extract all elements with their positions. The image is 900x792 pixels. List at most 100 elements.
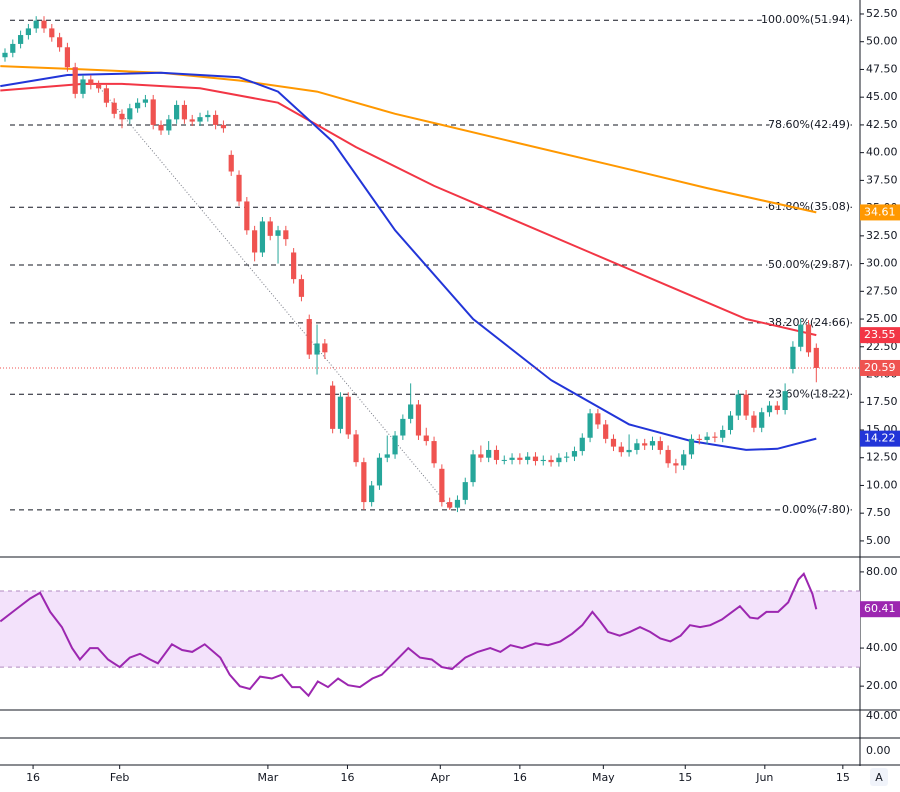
y-tick-label: 47.50 <box>866 62 898 75</box>
candle-body <box>119 113 125 120</box>
candle-body <box>634 443 640 450</box>
candle-body <box>782 391 788 411</box>
candle-body <box>392 435 398 455</box>
x-tick-label: Feb <box>110 771 129 784</box>
price-tag-label: 20.59 <box>864 361 896 374</box>
fib-label: 100.00%(51.94) <box>761 13 850 26</box>
x-tick-label: Mar <box>258 771 279 784</box>
candle-body <box>564 456 570 458</box>
candle-body <box>345 396 351 435</box>
candle-body <box>252 230 258 253</box>
price-tag <box>860 204 900 221</box>
rsi-band <box>0 590 860 668</box>
auto-scale-button[interactable] <box>870 768 888 786</box>
candle-body <box>798 324 804 347</box>
candle-body <box>532 456 539 462</box>
candle-body <box>150 99 156 125</box>
candle-body <box>322 343 328 353</box>
fib-label: 0.00%(7.80) <box>782 503 850 516</box>
candle-body <box>330 385 336 429</box>
price-tag-label: 23.55 <box>864 328 896 341</box>
price-tag-label: 34.61 <box>864 205 896 218</box>
price-tag <box>860 327 900 344</box>
candle-body <box>64 47 71 68</box>
candle-body <box>751 415 757 428</box>
candle-body <box>189 119 195 122</box>
moving-average <box>0 71 817 451</box>
price-tag <box>860 359 900 376</box>
candle-body <box>376 457 383 486</box>
candle-body <box>415 404 422 436</box>
candle-body <box>431 441 437 464</box>
candle-body <box>478 454 484 458</box>
candle-body <box>712 436 718 438</box>
candle-body <box>142 99 149 103</box>
candle-body <box>111 102 117 114</box>
candle-body <box>57 37 63 48</box>
candle-body <box>181 104 188 120</box>
candle-body <box>197 117 203 122</box>
candle-body <box>88 79 94 85</box>
candle-body <box>41 20 47 29</box>
candle-body <box>423 435 429 442</box>
candle-body <box>439 468 445 503</box>
candle-body <box>759 412 765 428</box>
price-tag <box>860 430 900 447</box>
candle-body <box>743 394 749 416</box>
x-tick-label: 16 <box>513 771 527 784</box>
candle-body <box>665 449 671 464</box>
y-tick-label: 50.00 <box>866 35 898 48</box>
x-tick-label: May <box>592 771 615 784</box>
y-tick-label: 30.00 <box>866 257 898 270</box>
candle-body <box>314 343 320 355</box>
fib-label: 23.60%(18.22) <box>768 387 850 400</box>
candle-body <box>720 429 726 438</box>
candle-body <box>80 79 86 94</box>
candle-body <box>571 451 578 457</box>
candle-body <box>369 485 375 503</box>
y-tick-label: 32.50 <box>866 229 898 242</box>
candle-body <box>610 438 617 447</box>
candle-body <box>447 502 453 508</box>
candle-body <box>205 114 211 118</box>
price-tag-label: 14.22 <box>864 432 896 445</box>
pane-tick-label: 0.00 <box>866 744 891 757</box>
candle-body <box>805 324 812 353</box>
candle-body <box>486 449 492 458</box>
y-tick-label: 25.00 <box>866 312 898 325</box>
candle-body <box>493 449 500 460</box>
candle-body <box>25 28 31 36</box>
x-tick-label: 15 <box>836 771 850 784</box>
candle-body <box>158 124 164 131</box>
auto-scale-label[interactable]: A <box>875 771 883 784</box>
candle-body <box>525 456 531 460</box>
candle-body <box>509 457 515 460</box>
candle-body <box>688 438 695 455</box>
candle-body <box>501 459 507 461</box>
candle-body <box>766 405 773 413</box>
candle-body <box>174 104 180 120</box>
price-tag <box>860 601 900 618</box>
x-tick-label: Apr <box>431 771 451 784</box>
candle-body <box>33 20 39 29</box>
candle-body <box>587 413 593 438</box>
candle-body <box>10 43 16 53</box>
candle-body <box>548 459 554 463</box>
y-tick-label: 12.50 <box>866 451 898 464</box>
candle-body <box>244 201 250 231</box>
rsi-line <box>0 572 818 698</box>
fib-label: 78.60%(42.49) <box>768 118 850 131</box>
candle-body <box>353 434 359 463</box>
candle-body <box>267 221 273 236</box>
y-tick-label: 10.00 <box>866 478 898 491</box>
candle-body <box>649 441 656 446</box>
candle-body <box>400 418 406 436</box>
candle-body <box>673 463 679 466</box>
fib-label: 50.00%(29.87) <box>768 258 850 271</box>
candle-body <box>790 346 796 369</box>
price-tag-label: 60.41 <box>864 602 896 615</box>
candle-body <box>166 119 172 131</box>
moving-average <box>0 65 817 214</box>
candle-body <box>259 221 266 253</box>
y-tick-label: 17.50 <box>866 395 898 408</box>
